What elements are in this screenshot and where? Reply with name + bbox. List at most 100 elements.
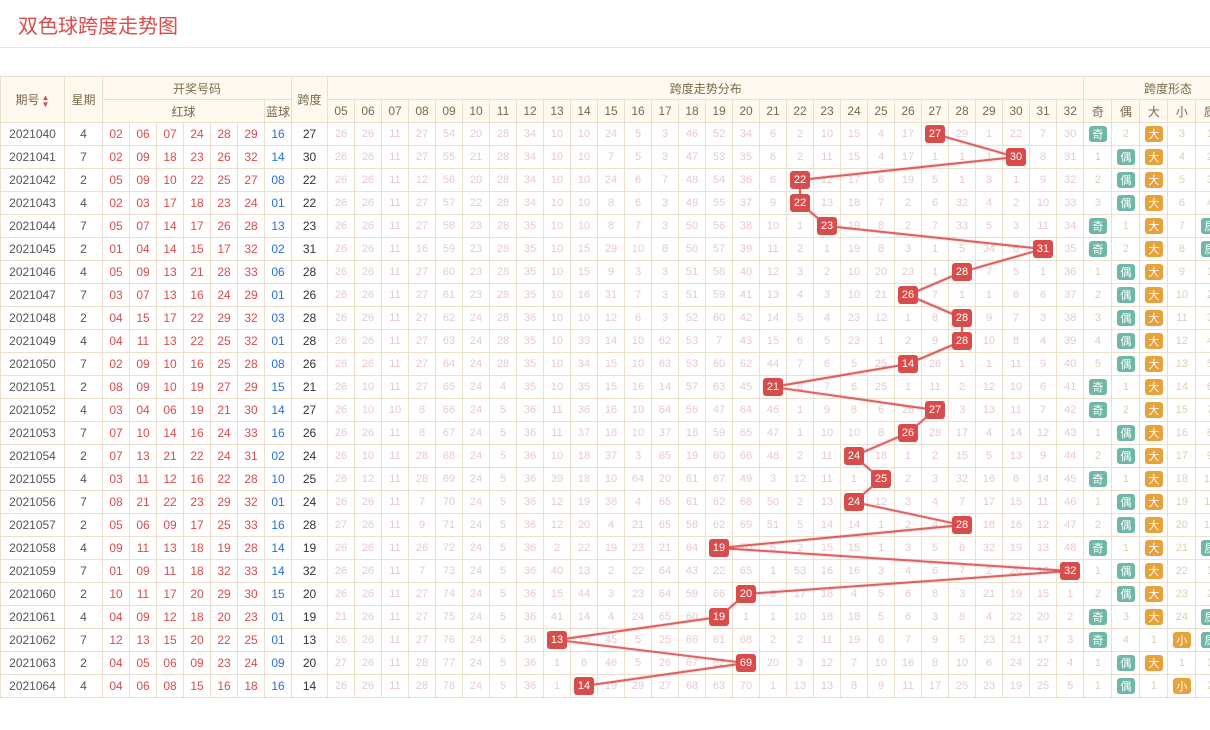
dist-cell: 8 (1003, 330, 1030, 353)
blue-ball-cell: 14 (265, 146, 292, 169)
dist-cell: 73 (436, 560, 463, 583)
dist-cell: 11 (814, 629, 841, 652)
span-cell: 28 (292, 261, 328, 284)
form-count-cell: 2 (1196, 146, 1210, 169)
form-tag-cell: 偶 (1112, 491, 1140, 514)
red-ball-cell: 18 (184, 606, 211, 629)
red-ball-cell: 17 (157, 307, 184, 330)
dist-cell: 24 (463, 468, 490, 491)
dist-cell: 36 (517, 629, 544, 652)
red-ball-cell: 02 (103, 146, 130, 169)
red-ball-cell: 24 (211, 445, 238, 468)
dist-cell: 34 (1057, 215, 1084, 238)
dist-cell: 58 (679, 514, 706, 537)
red-ball-cell: 08 (103, 491, 130, 514)
blue-ball-cell: 01 (265, 629, 292, 652)
dist-cell: 6 (1030, 284, 1057, 307)
form-count-cell: 2 (1084, 169, 1112, 192)
red-ball-cell: 25 (211, 330, 238, 353)
dist-cell: 1 (1030, 261, 1057, 284)
form-tag-cell: 质 (1196, 606, 1210, 629)
dist-hit-cell: 13 (544, 629, 571, 652)
dist-cell: 4 (895, 560, 922, 583)
header-blue: 蓝球 (265, 100, 292, 123)
dist-cell: 12 (355, 468, 382, 491)
dist-cell: 56 (706, 215, 733, 238)
red-ball-cell: 04 (103, 652, 130, 675)
dist-cell: 28 (922, 422, 949, 445)
red-ball-cell: 24 (238, 192, 265, 215)
red-ball-cell: 05 (130, 652, 157, 675)
dist-cell: 24 (463, 583, 490, 606)
blue-ball-cell: 08 (265, 169, 292, 192)
dist-cell: 10 (787, 606, 814, 629)
form-count-cell: 5 (1196, 353, 1210, 376)
dist-cell: 11 (382, 123, 409, 146)
dist-hit-cell: 26 (895, 422, 922, 445)
dist-cell: 26 (355, 146, 382, 169)
dist-cell: 76 (436, 629, 463, 652)
form-count-cell: 10 (1196, 468, 1210, 491)
dist-cell: 1 (976, 146, 1003, 169)
dist-cell: 10 (625, 399, 652, 422)
dist-cell: 7 (895, 629, 922, 652)
red-ball-cell: 09 (130, 606, 157, 629)
red-ball-cell: 17 (211, 238, 238, 261)
dist-cell: 62 (436, 307, 463, 330)
dist-cell: 31 (1057, 146, 1084, 169)
table-row: 2021056708212223293201242626117702453612… (1, 491, 1210, 514)
blue-ball-cell: 01 (265, 284, 292, 307)
dist-cell: 3 (652, 307, 679, 330)
dist-cell: 12 (868, 491, 895, 514)
red-ball-cell: 04 (130, 238, 157, 261)
dist-cell: 1 (976, 284, 1003, 307)
red-ball-cell: 22 (157, 491, 184, 514)
dist-cell: 15 (841, 123, 868, 146)
form-count-cell: 1 (1084, 422, 1112, 445)
dist-cell: 4 (868, 123, 895, 146)
week-cell: 4 (65, 606, 103, 629)
dist-cell: 16 (409, 238, 436, 261)
dist-cell: 3 (652, 123, 679, 146)
dist-cell: 3 (976, 169, 1003, 192)
table-row: 2021055403111216222810252612112869245363… (1, 468, 1210, 491)
dist-cell: 27 (409, 307, 436, 330)
dist-cell: 58 (706, 261, 733, 284)
dist-cell: 36 (517, 491, 544, 514)
dist-cell: 26 (409, 537, 436, 560)
dist-cell: 18 (679, 422, 706, 445)
span-cell: 20 (292, 652, 328, 675)
blue-ball-cell: 08 (265, 353, 292, 376)
form-count-cell: 1 (1168, 652, 1196, 675)
red-ball-cell: 28 (238, 537, 265, 560)
table-wrap: 期号▲▼星期开奖号码跨度跨度走势分布跨度形态振幅 红球蓝球05060708091… (0, 76, 1210, 698)
dist-cell: 13 (814, 192, 841, 215)
span-cell: 28 (292, 514, 328, 537)
table-row: 2021053707101416243316262626118672453611… (1, 422, 1210, 445)
dist-cell: 11 (382, 146, 409, 169)
dist-cell: 2 (787, 629, 814, 652)
dist-cell: 3 (895, 537, 922, 560)
dist-cell: 12 (976, 376, 1003, 399)
dist-cell: 28 (490, 307, 517, 330)
dist-cell: 27 (409, 123, 436, 146)
dist-cell: 3 (1003, 215, 1030, 238)
header-dist-col: 14 (571, 100, 598, 123)
dist-hit-cell: 28 (949, 514, 976, 537)
dist-cell: 26 (652, 652, 679, 675)
dist-cell: 65 (733, 560, 760, 583)
table-row: 2021043402031718232401222626112757222834… (1, 192, 1210, 215)
form-count-cell: 22 (1168, 560, 1196, 583)
header-period[interactable]: 期号▲▼ (1, 77, 65, 123)
dist-cell: 3 (868, 560, 895, 583)
dist-cell: 6 (787, 330, 814, 353)
dist-cell: 64 (436, 353, 463, 376)
dist-cell: 33 (571, 330, 598, 353)
span-cell: 21 (292, 376, 328, 399)
dist-cell: 24 (463, 353, 490, 376)
period-cell: 2021054 (1, 445, 65, 468)
week-cell: 7 (65, 491, 103, 514)
dist-cell: 65 (733, 422, 760, 445)
red-ball-cell: 23 (238, 606, 265, 629)
red-ball-cell: 33 (238, 560, 265, 583)
